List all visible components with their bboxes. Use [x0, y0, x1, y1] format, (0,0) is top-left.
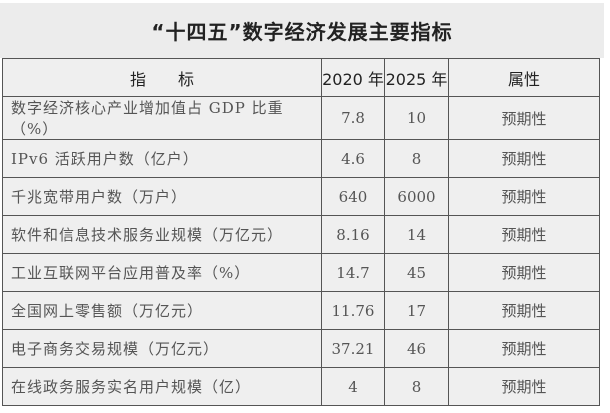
- table-row: 千兆宽带用户数（万户） 640 6000 预期性: [2, 177, 600, 216]
- indicator-name: IPv6 活跃用户数（亿户）: [2, 139, 322, 178]
- indicator-name: 电子商务交易规模（万亿元）: [2, 329, 322, 368]
- attribute: 预期性: [448, 329, 600, 368]
- indicator-table: 指 标 2020 年 2025 年 属性 数字经济核心产业增加值占 GDP 比重…: [2, 58, 600, 406]
- indicator-name: 软件和信息技术服务业规模（万亿元）: [2, 215, 322, 254]
- value-2020: 14.7: [321, 253, 385, 292]
- attribute: 预期性: [448, 215, 600, 254]
- value-2020: 4.6: [321, 139, 385, 178]
- indicator-name: 数字经济核心产业增加值占 GDP 比重（%）: [2, 96, 322, 140]
- value-2020: 7.8: [321, 96, 385, 140]
- table-row: IPv6 活跃用户数（亿户） 4.6 8 预期性: [2, 139, 600, 178]
- value-2025: 6000: [384, 177, 449, 216]
- header-indicator: 指 标: [2, 58, 322, 97]
- header-row: 指 标 2020 年 2025 年 属性: [2, 58, 600, 97]
- indicator-name: 在线政务服务实名用户规模（亿）: [2, 367, 322, 406]
- value-2025: 46: [384, 329, 449, 368]
- value-2020: 8.16: [321, 215, 385, 254]
- table-row: 数字经济核心产业增加值占 GDP 比重（%） 7.8 10 预期性: [2, 96, 600, 140]
- attribute: 预期性: [448, 177, 600, 216]
- value-2025: 8: [384, 139, 449, 178]
- table-row: 在线政务服务实名用户规模（亿） 4 8 预期性: [2, 367, 600, 406]
- value-2020: 4: [321, 367, 385, 406]
- table-row: 全国网上零售额（万亿元） 11.76 17 预期性: [2, 291, 600, 330]
- table-row: 电子商务交易规模（万亿元） 37.21 46 预期性: [2, 329, 600, 368]
- indicator-name: 全国网上零售额（万亿元）: [2, 291, 322, 330]
- value-2025: 45: [384, 253, 449, 292]
- header-attribute: 属性: [448, 58, 600, 97]
- indicator-name: 工业互联网平台应用普及率（%）: [2, 253, 322, 292]
- table-title: “十四五”数字经济发展主要指标: [0, 3, 604, 58]
- attribute: 预期性: [448, 96, 600, 140]
- indicator-name: 千兆宽带用户数（万户）: [2, 177, 322, 216]
- value-2020: 640: [321, 177, 385, 216]
- header-2020: 2020 年: [321, 58, 385, 97]
- attribute: 预期性: [448, 291, 600, 330]
- attribute: 预期性: [448, 253, 600, 292]
- value-2020: 37.21: [321, 329, 385, 368]
- attribute: 预期性: [448, 367, 600, 406]
- value-2025: 14: [384, 215, 449, 254]
- table-row: 软件和信息技术服务业规模（万亿元） 8.16 14 预期性: [2, 215, 600, 254]
- value-2025: 8: [384, 367, 449, 406]
- table-row: 工业互联网平台应用普及率（%） 14.7 45 预期性: [2, 253, 600, 292]
- attribute: 预期性: [448, 139, 600, 178]
- value-2025: 17: [384, 291, 449, 330]
- value-2025: 10: [384, 96, 449, 140]
- value-2020: 11.76: [321, 291, 385, 330]
- header-2025: 2025 年: [384, 58, 449, 97]
